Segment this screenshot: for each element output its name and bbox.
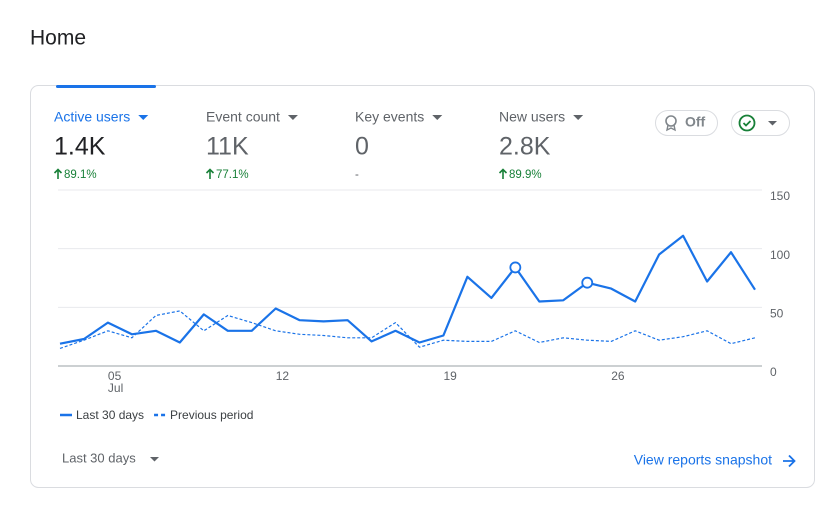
legend-label: Last 30 days: [76, 408, 144, 422]
toggle-icon: [666, 124, 676, 132]
page-title: Home: [30, 27, 86, 50]
x-tick-label: 19: [443, 369, 457, 383]
dropdown-caret: [150, 457, 159, 462]
metric-tab[interactable]: Active users 1.4K 89.1%: [53, 109, 149, 181]
dropdown-caret: [138, 115, 149, 120]
dropdown-caret: [432, 115, 443, 120]
metric-value: 11K: [206, 133, 249, 161]
dropdown-caret: [768, 121, 777, 126]
snapshot-link[interactable]: View reports snapshot: [634, 452, 796, 468]
metric-label: Event count: [206, 109, 280, 125]
check-icon: [742, 120, 752, 127]
metric-tab[interactable]: Key events 0 -: [355, 109, 443, 181]
date-range-button[interactable]: Last 30 days: [62, 450, 159, 465]
metric-value: 1.4K: [54, 133, 106, 161]
series-line: [59, 310, 756, 349]
metric-label: New users: [499, 109, 565, 125]
legend-label: Previous period: [170, 408, 253, 422]
tab-indicator: [56, 85, 156, 88]
x-tick-label: 26: [611, 369, 625, 383]
toggle-label: Off: [685, 114, 706, 130]
link-arrow: [783, 454, 796, 468]
highlight-point: [509, 261, 522, 274]
up-arrow: [53, 168, 63, 179]
legend-item: Last 30 days: [60, 408, 144, 422]
card: [30, 85, 815, 488]
link-label: View reports snapshot: [634, 452, 772, 468]
metric-change: 77.1%: [216, 169, 249, 181]
y-tick-label: 150: [770, 189, 790, 203]
toggle-icon: [665, 115, 677, 127]
x-month-label: Jul: [108, 381, 123, 395]
up-arrow: [205, 168, 215, 179]
metric-change: 89.1%: [64, 169, 97, 181]
metric-value: 0: [355, 133, 369, 161]
toggle-button[interactable]: Off: [655, 110, 718, 136]
y-tick-label: 0: [770, 365, 777, 379]
metric-change: 89.9%: [509, 169, 542, 181]
check-icon: [738, 114, 756, 132]
metric-tab[interactable]: Event count 11K 77.1%: [205, 109, 298, 181]
highlight-point: [581, 276, 594, 289]
metric-tab[interactable]: New users 2.8K 89.9%: [498, 109, 584, 181]
metric-label: Key events: [355, 109, 424, 125]
legend-item: Previous period: [154, 408, 253, 422]
status-button[interactable]: [731, 110, 790, 136]
series-line: [59, 234, 756, 345]
metric-value: 2.8K: [499, 133, 551, 161]
status-outline: [731, 110, 790, 136]
date-range-label: Last 30 days: [62, 450, 136, 465]
x-tick-label: 12: [276, 369, 290, 383]
y-tick-label: 50: [770, 307, 784, 321]
up-arrow: [498, 168, 508, 179]
metric-change: -: [355, 169, 359, 181]
x-tick-label: 05: [108, 369, 122, 383]
y-tick-label: 100: [770, 248, 790, 262]
dropdown-caret: [287, 115, 298, 120]
metric-label: Active users: [54, 109, 130, 125]
dropdown-caret: [573, 115, 584, 120]
